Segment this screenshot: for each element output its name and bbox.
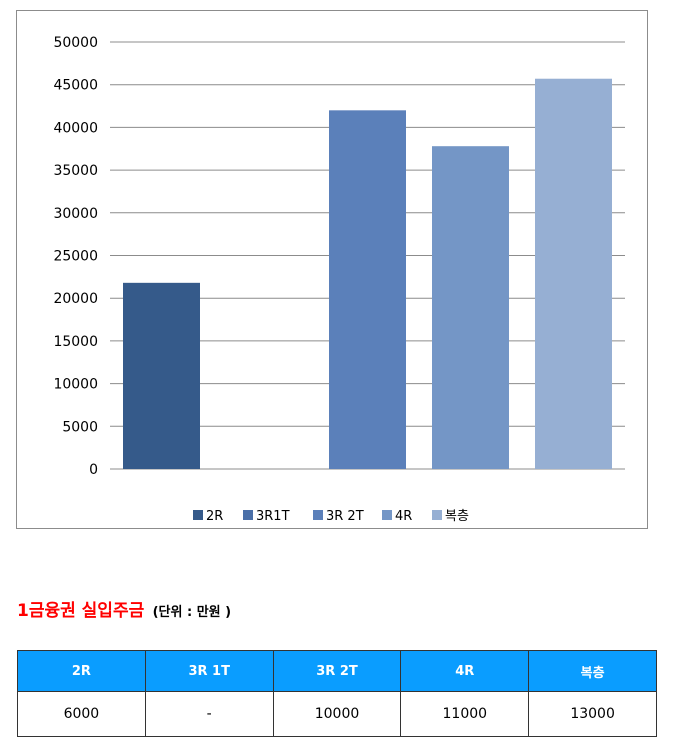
legend: 2R 3R1T 3R 2T 4R 복층 [193, 509, 469, 524]
y-tick-label: 45000 [53, 78, 98, 94]
bar-복층 [535, 78, 612, 470]
legend-label: 복층 [445, 509, 469, 524]
bar-3R 2T [329, 110, 406, 469]
chart-canvas: 0 5000 10000 15000 20000 25000 30000 35000 40000… [53, 35, 625, 524]
legend-label: 3R 2T [326, 509, 364, 524]
table-cell-3r1t: - [144, 691, 274, 737]
y-tick-label: 20000 [53, 291, 98, 307]
section-title-main: 1금융권 실입주금 [17, 601, 145, 621]
bar-chart: 0 5000 10000 15000 20000 25000 30000 35000 40000… [16, 10, 648, 529]
header-cell-4r: 4R [400, 650, 530, 692]
y-tick-label: 0 [89, 462, 98, 478]
table-cell-4r: 11000 [400, 691, 530, 737]
y-tick-label: 50000 [53, 35, 98, 51]
header-cell-3r1t: 3R 1T [144, 650, 274, 692]
legend-label: 3R1T [256, 509, 290, 524]
table-cell-2r: 6000 [17, 691, 146, 737]
legend-swatch-2R [193, 510, 203, 520]
y-tick-label: 10000 [53, 377, 98, 393]
legend-swatch-복층 [432, 510, 442, 520]
bar-2R [123, 282, 200, 469]
legend-swatch-4R [382, 510, 392, 520]
table-row: 6000 - 10000 11000 13000 [17, 691, 657, 737]
y-tick-label: 35000 [53, 163, 98, 179]
bar-4R [432, 146, 509, 470]
section-title: 1금융권 실입주금 (단위 : 만원 ) [17, 594, 231, 622]
table-header-row: 2R 3R 1T 3R 2T 4R 복층 [17, 650, 657, 692]
price-table: 2R 3R 1T 3R 2T 4R 복층 6000 - 10000 11000 … [17, 650, 657, 737]
header-cell-3r2t: 3R 2T [272, 650, 402, 692]
y-tick-label: 15000 [53, 334, 98, 350]
legend-swatch-3R 2T [313, 510, 323, 520]
y-tick-label: 40000 [53, 120, 98, 136]
table-cell-3r2t: 10000 [272, 691, 402, 737]
y-tick-label: 5000 [62, 419, 98, 435]
y-tick-label: 25000 [53, 249, 98, 265]
table-cell-duplex: 13000 [528, 691, 657, 737]
section-title-unit: (단위 : 만원 ) [152, 605, 232, 620]
header-cell-2r: 2R [17, 650, 146, 692]
header-cell-duplex: 복층 [528, 650, 657, 692]
bars [123, 78, 612, 470]
legend-swatch-3R1T [243, 510, 253, 520]
legend-label: 2R [206, 509, 223, 524]
legend-label: 4R [395, 509, 412, 524]
y-tick-label: 30000 [53, 206, 98, 222]
y-axis-ticks: 0 5000 10000 15000 20000 25000 30000 35000 40000… [53, 35, 98, 478]
